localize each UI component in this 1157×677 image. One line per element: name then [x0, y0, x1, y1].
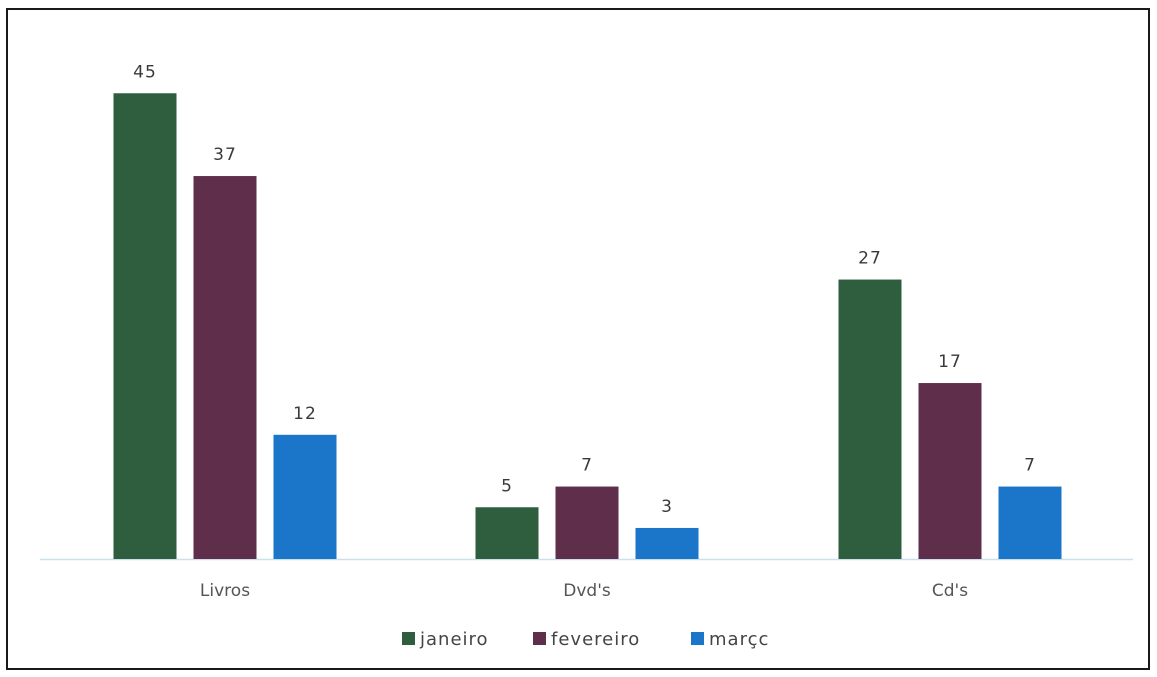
bar-marçc-1 — [635, 527, 699, 559]
data-label-fevereiro-0: 37 — [213, 145, 237, 165]
bar-janeiro-2 — [838, 279, 902, 559]
legend-swatch-marçc — [691, 632, 704, 645]
legend-swatch-janeiro — [402, 632, 415, 645]
category-label-2: Cd's — [932, 581, 968, 601]
bar-fevereiro-0 — [193, 176, 257, 560]
legend-label-marçc: marçc — [709, 629, 769, 650]
data-label-janeiro-0: 45 — [133, 62, 157, 82]
bar-fevereiro-2 — [918, 383, 982, 559]
category-label-1: Dvd's — [563, 581, 611, 601]
data-label-marçc-2: 7 — [1024, 456, 1036, 476]
data-label-fevereiro-1: 7 — [581, 456, 593, 476]
data-label-janeiro-1: 5 — [501, 476, 513, 496]
bar-fevereiro-1 — [555, 486, 619, 559]
legend-label-janeiro: janeiro — [419, 629, 489, 650]
bar-marçc-0 — [273, 434, 337, 559]
data-label-janeiro-2: 27 — [858, 249, 882, 269]
bar-janeiro-1 — [475, 507, 539, 559]
legend-label-fevereiro: fevereiro — [551, 629, 640, 650]
data-label-marçc-1: 3 — [661, 497, 673, 517]
legend-swatch-fevereiro — [533, 632, 546, 645]
data-label-marçc-0: 12 — [293, 404, 317, 424]
bar-marçc-2 — [998, 486, 1062, 559]
bar-janeiro-0 — [113, 93, 177, 559]
data-label-fevereiro-2: 17 — [938, 352, 962, 372]
category-label-0: Livros — [200, 581, 250, 601]
